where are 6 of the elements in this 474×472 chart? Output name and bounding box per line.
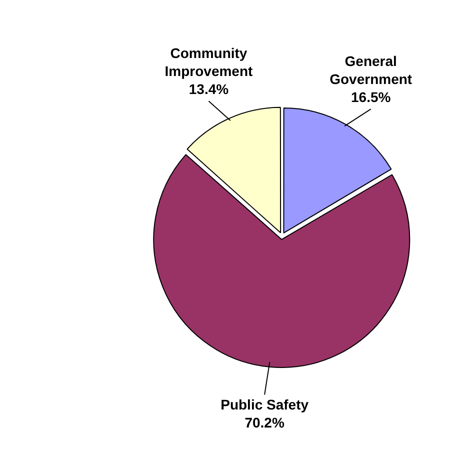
slice-label: Public Safety <box>220 396 309 413</box>
data-label: 16.5% <box>351 88 392 105</box>
data-label: 70.2% <box>244 414 285 431</box>
slice-label: Community Improvement <box>164 45 254 79</box>
data-label: 13.4% <box>188 81 230 97</box>
slice-label: General Government <box>330 52 412 87</box>
